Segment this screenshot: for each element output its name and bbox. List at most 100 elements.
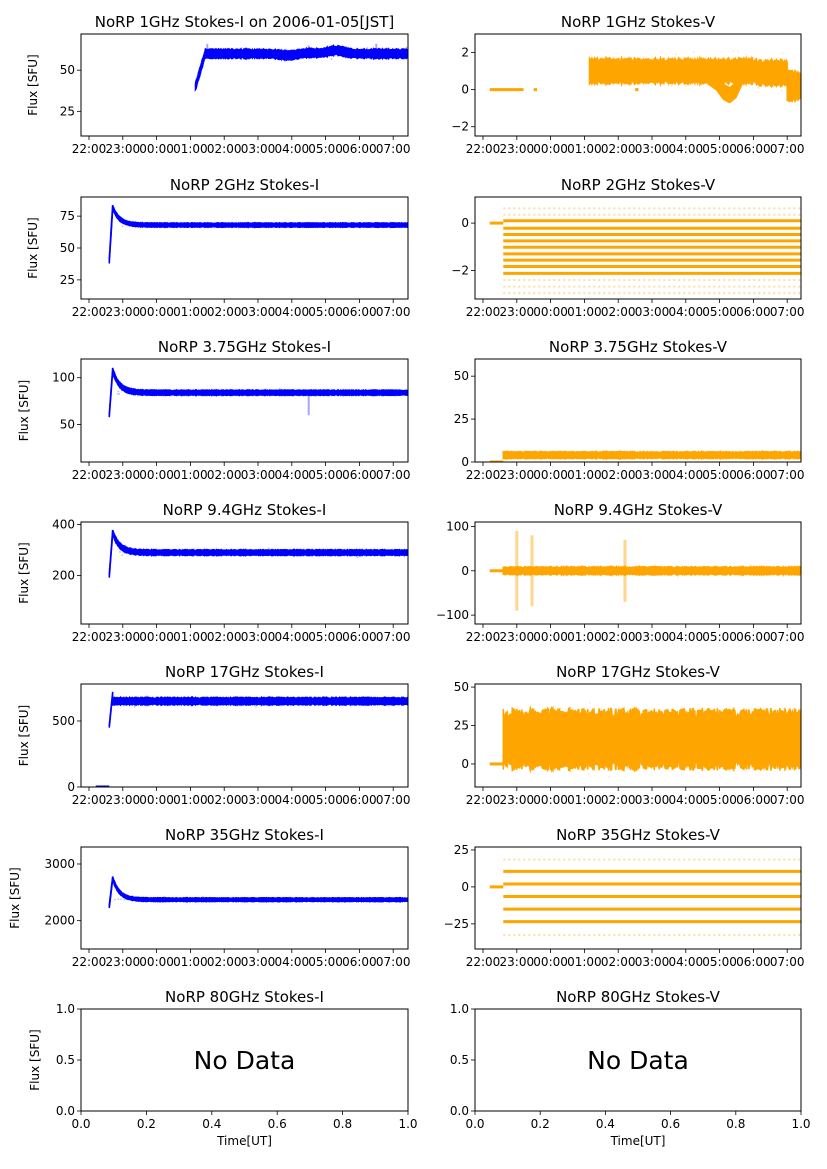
data-point	[412, 698, 414, 700]
data-point	[706, 572, 708, 575]
data-point	[757, 86, 759, 89]
plot-area	[108, 876, 408, 909]
y-tick-label: 100	[446, 519, 469, 533]
data-point	[110, 549, 113, 552]
data-point	[397, 222, 399, 225]
x-axis-label: Time[UT]	[216, 1134, 272, 1148]
chart-title: NoRP 80GHz Stokes-V	[556, 988, 721, 1006]
data-point	[244, 389, 247, 392]
data-point	[111, 376, 113, 379]
x-tick-label: 0.4	[596, 1117, 615, 1131]
data-point	[197, 73, 200, 76]
data-point	[240, 51, 243, 54]
data-point	[163, 896, 166, 898]
data-point	[188, 699, 191, 702]
data-point	[111, 211, 114, 213]
axes-frame	[80, 521, 409, 625]
data-point	[110, 702, 113, 705]
data-point	[110, 547, 113, 550]
data-point	[818, 87, 820, 89]
data-point	[317, 900, 320, 903]
x-tick-label: 07:00	[376, 955, 411, 969]
data-point	[602, 60, 604, 63]
data-point	[315, 49, 318, 52]
data-point	[770, 77, 773, 80]
y-tick-label: 0	[461, 757, 469, 771]
data-point	[399, 52, 402, 54]
x-tick-label: 22:00	[72, 468, 107, 482]
data-point	[568, 571, 571, 574]
data-point	[329, 553, 331, 556]
x-tick-label: 0.8	[333, 1117, 352, 1131]
data-point	[792, 92, 795, 95]
data-point	[227, 550, 230, 553]
data-point	[680, 568, 682, 571]
data-point	[309, 697, 312, 700]
data-point	[814, 451, 816, 453]
data-point	[109, 567, 111, 570]
data-point	[409, 52, 411, 54]
data-point	[699, 571, 701, 573]
data-point	[111, 381, 113, 383]
data-point	[417, 56, 419, 58]
data-point	[109, 718, 111, 721]
x-tick-label: 04:00	[669, 955, 704, 969]
axes-frame	[474, 196, 802, 300]
data-point	[240, 48, 242, 51]
data-point	[794, 77, 797, 79]
panel-9.4ghz-v: NoRP 9.4GHz Stokes-V 22:00 23:00 00:00 01:00…	[436, 501, 804, 644]
data-point	[389, 549, 392, 551]
data-point	[384, 223, 387, 226]
data-point	[601, 67, 603, 70]
data-point	[111, 538, 114, 540]
data-point	[108, 903, 111, 906]
data-point	[263, 52, 265, 54]
data-point	[234, 699, 237, 701]
data-point	[312, 55, 315, 58]
x-tick-label: 01:00	[567, 305, 602, 319]
data-point	[108, 567, 111, 570]
y-tick-label: −2	[451, 264, 469, 278]
data-point	[757, 87, 760, 89]
data-point	[342, 699, 345, 702]
data-point	[184, 896, 187, 899]
y-tick-label: 25	[454, 719, 469, 733]
x-tick-label: 06:00	[736, 305, 771, 319]
data-point	[667, 58, 670, 61]
data-band	[502, 564, 801, 577]
x-tick-label: 0.6	[268, 1117, 287, 1131]
data-point	[805, 82, 807, 84]
data-point	[592, 78, 595, 81]
x-tick-label: 07:00	[376, 468, 411, 482]
data-point	[198, 75, 200, 77]
axes-frame	[474, 358, 802, 463]
data-point	[654, 564, 656, 566]
data-point	[110, 233, 112, 236]
data-point	[364, 56, 367, 59]
plot-area	[489, 449, 816, 462]
data-point	[201, 62, 204, 64]
data-point	[728, 61, 730, 64]
data-point	[199, 63, 202, 65]
y-tick-label: 0	[461, 216, 469, 230]
x-tick-label: 05:00	[702, 305, 737, 319]
x-tick-label: 23:00	[500, 955, 535, 969]
x-tick-label: 07:00	[770, 468, 805, 482]
x-tick-label: 03:00	[635, 955, 670, 969]
data-point	[675, 763, 678, 765]
data-point	[111, 883, 113, 886]
x-tick-label: 00:00	[139, 305, 174, 319]
data-point	[374, 53, 376, 56]
data-point	[296, 898, 298, 900]
data-point	[175, 225, 178, 227]
data-point	[654, 67, 656, 69]
data-point	[110, 890, 112, 893]
data-point	[110, 232, 112, 235]
data-point	[236, 393, 239, 395]
data-point	[640, 64, 643, 66]
data-point	[109, 713, 112, 716]
x-tick-label: 06:00	[736, 630, 771, 644]
data-point	[625, 569, 628, 572]
x-tick-label: 05:00	[308, 468, 343, 482]
data-point	[315, 391, 317, 394]
